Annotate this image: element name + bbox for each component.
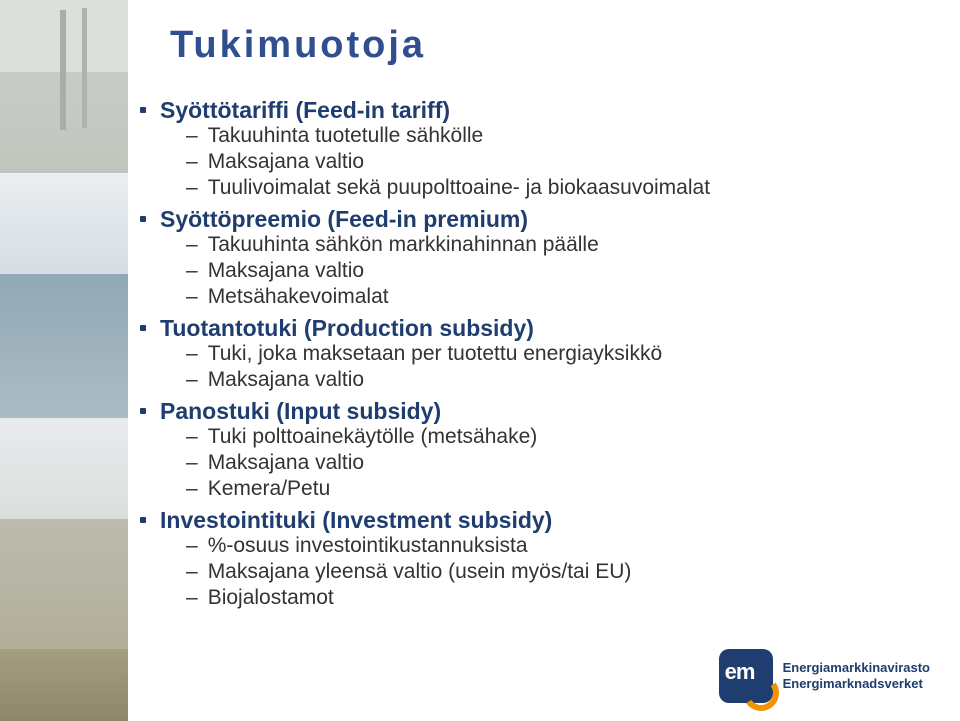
- list-item: Syöttöpreemio (Feed-in premium)–Takuuhin…: [140, 206, 920, 309]
- sub-list-item-label: Takuuhinta tuotetulle sähkölle: [208, 124, 484, 148]
- sub-list-item-label: Takuuhinta sähkön markkinahinnan päälle: [208, 233, 599, 257]
- sub-list-item: –Maksajana valtio: [186, 150, 920, 174]
- slide-content: Tukimuotoja Syöttötariffi (Feed-in tarif…: [140, 24, 920, 616]
- dash-icon: –: [186, 477, 198, 501]
- dash-icon: –: [186, 285, 198, 309]
- sub-list: –Takuuhinta tuotetulle sähkölle–Maksajan…: [140, 124, 920, 200]
- sub-list-item-label: Tuki, joka maksetaan per tuotettu energi…: [208, 342, 662, 366]
- list-item-label: Tuotantotuki (Production subsidy): [160, 315, 534, 342]
- logo-line1: Energiamarkkinavirasto: [783, 660, 930, 676]
- sub-list-item: –Kemera/Petu: [186, 477, 920, 501]
- list-item-label: Investointituki (Investment subsidy): [160, 507, 552, 534]
- dash-icon: –: [186, 342, 198, 366]
- sub-list-item-label: Maksajana valtio: [208, 150, 364, 174]
- list-item-label: Syöttöpreemio (Feed-in premium): [160, 206, 528, 233]
- dash-icon: –: [186, 233, 198, 257]
- sub-list: –Tuki, joka maksetaan per tuotettu energ…: [140, 342, 920, 392]
- list-item-label: Panostuki (Input subsidy): [160, 398, 441, 425]
- list-item: Investointituki (Investment subsidy)–%-o…: [140, 507, 920, 610]
- dash-icon: –: [186, 586, 198, 610]
- sub-list-item-label: Maksajana valtio: [208, 259, 364, 283]
- bullet-row: Investointituki (Investment subsidy): [140, 507, 920, 534]
- bullet-row: Syöttötariffi (Feed-in tariff): [140, 97, 920, 124]
- list-item: Tuotantotuki (Production subsidy)–Tuki, …: [140, 315, 920, 392]
- sub-list-item-label: Metsähakevoimalat: [208, 285, 389, 309]
- bullet-row: Tuotantotuki (Production subsidy): [140, 315, 920, 342]
- dash-icon: –: [186, 150, 198, 174]
- list-item: Panostuki (Input subsidy)–Tuki polttoain…: [140, 398, 920, 501]
- sub-list-item-label: Tuulivoimalat sekä puupolttoaine- ja bio…: [208, 176, 710, 200]
- dash-icon: –: [186, 425, 198, 449]
- sub-list-item: –Maksajana yleensä valtio (usein myös/ta…: [186, 560, 920, 584]
- sub-list-item: –Metsähakevoimalat: [186, 285, 920, 309]
- list-item-label: Syöttötariffi (Feed-in tariff): [160, 97, 450, 124]
- dash-icon: –: [186, 534, 198, 558]
- sub-list-item: –Maksajana valtio: [186, 368, 920, 392]
- sub-list-item: –Takuuhinta sähkön markkinahinnan päälle: [186, 233, 920, 257]
- sidebar-photo-strip: [0, 0, 128, 721]
- sub-list-item: –Tuki, joka maksetaan per tuotettu energ…: [186, 342, 920, 366]
- sub-list-item-label: Tuki polttoainekäytölle (metsähake): [208, 425, 538, 449]
- sub-list: –Takuuhinta sähkön markkinahinnan päälle…: [140, 233, 920, 309]
- dash-icon: –: [186, 259, 198, 283]
- sub-list-item: –Maksajana valtio: [186, 259, 920, 283]
- dash-icon: –: [186, 560, 198, 584]
- dash-icon: –: [186, 368, 198, 392]
- bullet-row: Syöttöpreemio (Feed-in premium): [140, 206, 920, 233]
- bullet-dot-icon: [140, 408, 146, 414]
- sub-list-item-label: Biojalostamot: [208, 586, 334, 610]
- logo-text: Energiamarkkinavirasto Energimarknadsver…: [783, 660, 930, 691]
- sub-list-item: –Tuki polttoainekäytölle (metsähake): [186, 425, 920, 449]
- dash-icon: –: [186, 176, 198, 200]
- sub-list-item-label: Maksajana valtio: [208, 368, 364, 392]
- dash-icon: –: [186, 451, 198, 475]
- bullet-dot-icon: [140, 325, 146, 331]
- sub-list-item-label: Kemera/Petu: [208, 477, 331, 501]
- bullet-dot-icon: [140, 107, 146, 113]
- sub-list-item: –Maksajana valtio: [186, 451, 920, 475]
- sub-list-item: –Takuuhinta tuotetulle sähkölle: [186, 124, 920, 148]
- bullet-dot-icon: [140, 216, 146, 222]
- slide-title: Tukimuotoja: [170, 24, 920, 67]
- sub-list-item-label: Maksajana yleensä valtio (usein myös/tai…: [208, 560, 632, 584]
- sub-list-item-label: %-osuus investointikustannuksista: [208, 534, 528, 558]
- sub-list-item-label: Maksajana valtio: [208, 451, 364, 475]
- sub-list-item: –Biojalostamot: [186, 586, 920, 610]
- sub-list-item: –Tuulivoimalat sekä puupolttoaine- ja bi…: [186, 176, 920, 200]
- bullet-list: Syöttötariffi (Feed-in tariff)–Takuuhint…: [140, 97, 920, 610]
- bullet-dot-icon: [140, 517, 146, 523]
- bullet-row: Panostuki (Input subsidy): [140, 398, 920, 425]
- dash-icon: –: [186, 124, 198, 148]
- footer-logo: em Energiamarkkinavirasto Energimarknads…: [719, 649, 930, 703]
- logo-mark: em: [719, 649, 773, 703]
- sub-list: –%-osuus investointikustannuksista–Maksa…: [140, 534, 920, 610]
- sub-list-item: –%-osuus investointikustannuksista: [186, 534, 920, 558]
- logo-line2: Energimarknadsverket: [783, 676, 930, 692]
- sub-list: –Tuki polttoainekäytölle (metsähake)–Mak…: [140, 425, 920, 501]
- list-item: Syöttötariffi (Feed-in tariff)–Takuuhint…: [140, 97, 920, 200]
